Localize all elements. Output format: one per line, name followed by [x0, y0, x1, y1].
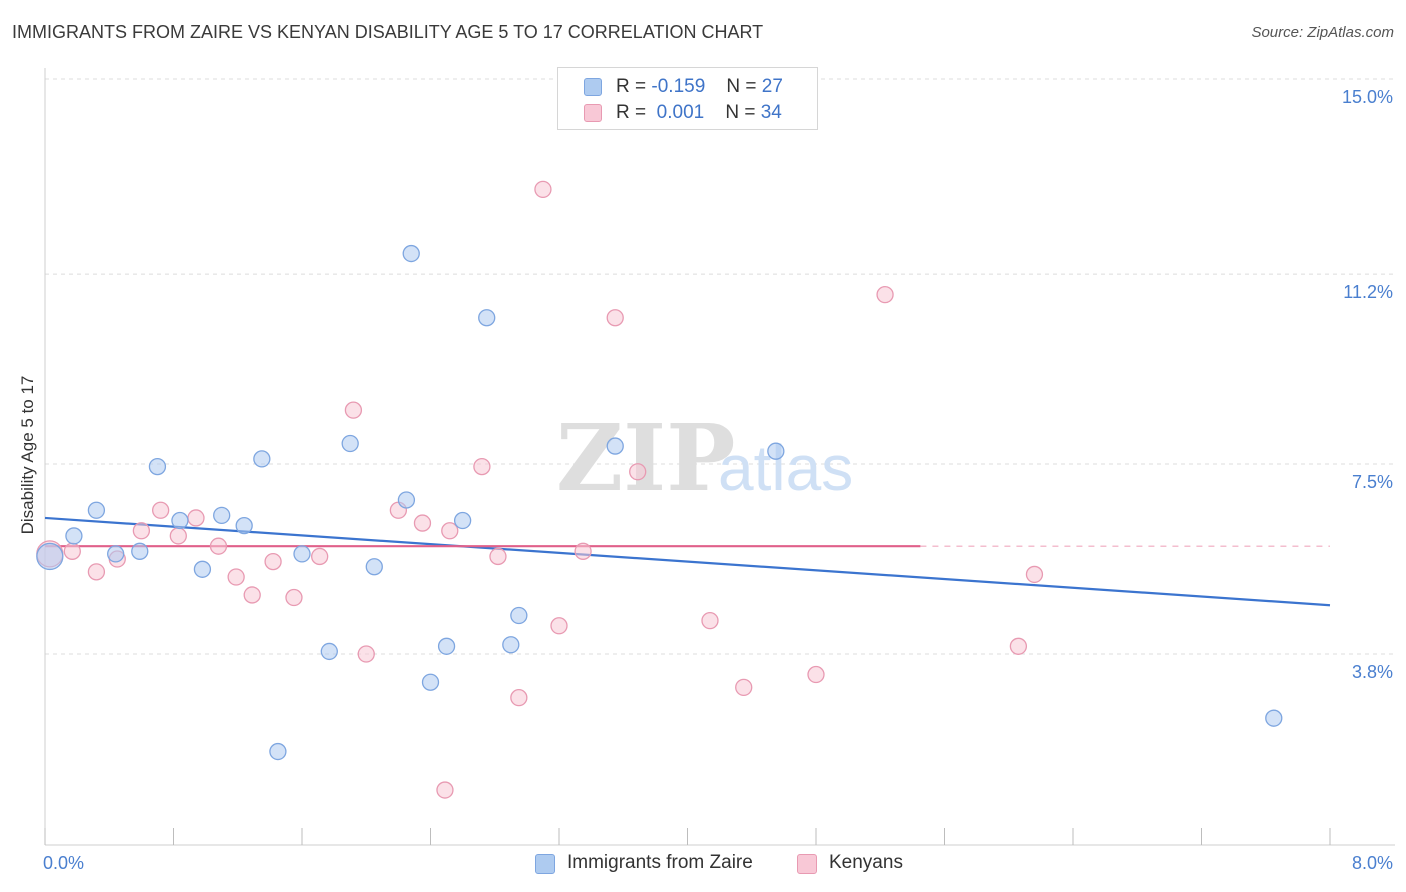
chart-title: IMMIGRANTS FROM ZAIRE VS KENYAN DISABILI… [12, 22, 764, 42]
zaire-point-16 [397, 491, 416, 509]
kenyans-point-10 [243, 586, 261, 604]
zaire-point-2 [87, 501, 106, 519]
zaire-point-22 [502, 636, 520, 654]
zaire-point-18 [421, 673, 440, 691]
kenyans-point-5 [151, 501, 170, 519]
source-label: Source: ZipAtlas.com [1251, 24, 1394, 41]
zaire-point-7 [193, 560, 212, 578]
legend-swatch-kenyans [584, 104, 602, 122]
zaire-point-19 [437, 637, 456, 655]
axes [44, 68, 1395, 846]
data-points [36, 180, 1283, 799]
y-tick-label-0: 3.8% [1352, 662, 1393, 682]
zaire-point-0 [36, 542, 64, 571]
zaire-point-6 [171, 511, 189, 530]
zaire-point-25 [767, 442, 785, 460]
zaire-point-10 [253, 450, 271, 468]
tick-labels: 3.8% 7.5% 11.2% 15.0% 0.0% 8.0% [43, 87, 1393, 873]
legend-n-value-zaire: 27 [761, 76, 783, 97]
bottom-legend-label-kenyans: Kenyans [829, 852, 903, 873]
bottom-legend-label-zaire: Immigrants from Zaire [567, 852, 753, 873]
kenyans-point-12 [285, 588, 303, 607]
bottom-legend-swatch-kenyans [797, 854, 817, 874]
trend-line-0 [44, 516, 1331, 607]
watermark: ZIP atlas [556, 404, 853, 512]
kenyans-point-15 [357, 645, 375, 663]
y-axis-label: Disability Age 5 to 17 [18, 375, 37, 535]
kenyans-point-14 [344, 401, 363, 419]
legend-swatch-zaire [584, 78, 602, 96]
kenyans-point-24 [550, 617, 568, 635]
kenyans-point-8 [209, 537, 228, 555]
kenyans-point-6 [169, 527, 187, 545]
kenyans-point-20 [473, 457, 491, 476]
kenyans-point-1 [63, 542, 81, 560]
kenyans-point-11 [264, 552, 282, 571]
kenyans-point-33 [1025, 565, 1044, 584]
zaire-point-3 [107, 545, 125, 563]
legend-r-value-kenyans: 0.001 [656, 102, 705, 123]
zaire-point-24 [606, 437, 624, 455]
kenyans-point-9 [227, 568, 245, 586]
zaire-point-11 [269, 742, 287, 761]
kenyans-point-27 [629, 463, 647, 481]
zaire-point-4 [131, 542, 149, 560]
kenyans-point-29 [735, 678, 753, 697]
zaire-point-21 [478, 309, 496, 327]
kenyans-point-22 [510, 688, 528, 707]
kenyans-point-21 [489, 547, 507, 566]
kenyans-point-26 [606, 309, 624, 327]
kenyans-point-18 [436, 781, 454, 799]
kenyans-point-28 [701, 611, 719, 630]
kenyans-point-2 [87, 563, 106, 581]
trend-lines [44, 516, 1331, 607]
zaire-point-15 [365, 558, 383, 576]
y-tick-label-2: 11.2% [1343, 282, 1393, 302]
x-tick-label-0: 0.0% [43, 853, 84, 873]
legend-text-kenyans: R = 0.001 N = 34 [616, 102, 782, 123]
kenyans-point-30 [807, 665, 825, 684]
x-tick-label-1: 8.0% [1352, 853, 1393, 873]
kenyans-point-19 [441, 522, 459, 540]
zaire-point-8 [213, 506, 231, 525]
kenyans-point-13 [311, 547, 329, 566]
zaire-point-13 [320, 642, 338, 661]
kenyans-point-23 [534, 180, 552, 199]
watermark-zip: ZIP [556, 404, 735, 512]
legend-text-zaire: R = -0.159 N = 27 [616, 76, 783, 97]
zaire-point-1 [65, 527, 83, 545]
zaire-point-12 [293, 545, 311, 563]
zaire-point-17 [402, 244, 420, 263]
y-tick-label-1: 7.5% [1352, 472, 1393, 492]
kenyans-point-32 [1009, 637, 1028, 655]
legend-r-value-zaire: -0.159 [651, 76, 706, 97]
y-tick-label-3: 15.0% [1342, 87, 1393, 107]
kenyans-point-7 [187, 509, 205, 527]
zaire-point-5 [148, 457, 167, 476]
kenyans-point-4 [132, 522, 151, 540]
legend-n-value-kenyans: 34 [760, 102, 782, 123]
zaire-point-9 [235, 517, 253, 535]
bottom-legend-swatch-zaire [535, 854, 555, 874]
kenyans-point-17 [413, 514, 432, 532]
kenyans-point-31 [876, 285, 894, 304]
correlation-legend: R = -0.159 N = 27 R = 0.001 N = 34 [557, 67, 818, 130]
zaire-point-26 [1265, 709, 1283, 727]
gridlines [45, 78, 1395, 655]
zaire-point-20 [453, 511, 472, 530]
watermark-atlas: atlas [718, 432, 853, 504]
zaire-point-23 [510, 606, 528, 625]
kenyans-point-25 [574, 542, 592, 560]
zaire-point-14 [341, 434, 359, 453]
